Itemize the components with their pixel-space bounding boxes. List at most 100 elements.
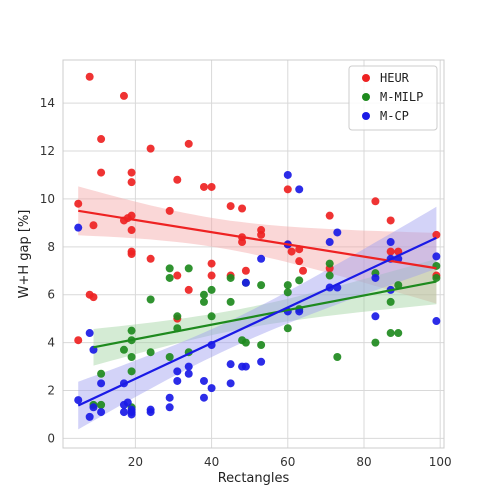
data-point xyxy=(184,285,193,294)
data-point xyxy=(173,271,182,280)
data-point xyxy=(199,393,208,402)
y-tick-label: 6 xyxy=(47,288,55,302)
data-point xyxy=(238,238,247,247)
data-point xyxy=(226,360,235,369)
data-point xyxy=(119,91,128,100)
x-tick-label: 60 xyxy=(280,455,295,469)
data-point xyxy=(127,352,136,361)
data-point xyxy=(165,264,174,273)
data-point xyxy=(394,329,403,338)
data-point xyxy=(371,197,380,206)
data-point xyxy=(146,295,155,304)
y-tick-label: 12 xyxy=(40,144,55,158)
data-point xyxy=(386,329,395,338)
legend-box xyxy=(348,65,438,131)
data-point xyxy=(165,393,174,402)
data-point xyxy=(432,317,441,326)
data-point xyxy=(207,182,216,191)
data-point xyxy=(127,326,136,335)
data-point xyxy=(146,408,155,417)
tick-labels: 20 40 60 80 100 0 2 4 6 8 10 12 14 xyxy=(40,96,452,469)
data-point xyxy=(241,266,250,275)
data-point xyxy=(85,412,94,421)
data-point xyxy=(146,254,155,263)
data-point xyxy=(97,369,106,378)
data-point xyxy=(173,175,182,184)
data-point xyxy=(127,410,136,419)
data-point xyxy=(257,357,266,366)
data-point xyxy=(257,254,266,263)
x-tick-label: 100 xyxy=(429,455,452,469)
data-point xyxy=(295,257,304,266)
legend-marker xyxy=(362,74,370,82)
data-point xyxy=(74,223,83,232)
data-point xyxy=(207,384,216,393)
y-tick-label: 2 xyxy=(47,384,55,398)
data-point xyxy=(257,281,266,290)
data-point xyxy=(119,345,128,354)
data-point xyxy=(97,168,106,177)
data-point xyxy=(295,307,304,316)
data-point xyxy=(74,199,83,208)
data-point xyxy=(283,324,292,333)
confidence-bands xyxy=(78,186,437,430)
data-point xyxy=(199,376,208,385)
data-point xyxy=(165,273,174,282)
data-point xyxy=(97,408,106,417)
data-point xyxy=(386,247,395,256)
data-point xyxy=(74,396,83,405)
confidence-band xyxy=(93,258,437,366)
regression-line xyxy=(78,209,437,270)
data-point xyxy=(287,247,296,256)
data-point xyxy=(199,182,208,191)
data-point xyxy=(89,293,98,302)
data-point xyxy=(173,367,182,376)
data-point xyxy=(283,170,292,179)
data-point xyxy=(432,252,441,261)
data-point xyxy=(295,185,304,194)
data-point xyxy=(184,139,193,148)
data-point xyxy=(184,362,193,371)
data-point xyxy=(394,281,403,290)
data-point xyxy=(226,202,235,211)
data-point xyxy=(184,264,193,273)
x-tick-label: 40 xyxy=(204,455,219,469)
data-point xyxy=(85,72,94,81)
legend-label: M-MILP xyxy=(380,90,423,104)
data-point xyxy=(371,312,380,321)
x-axis-label: Rectangles xyxy=(218,471,290,486)
y-tick-label: 4 xyxy=(47,336,55,350)
data-point xyxy=(257,230,266,239)
data-point xyxy=(207,285,216,294)
data-point xyxy=(432,273,441,282)
data-point xyxy=(173,376,182,385)
data-point xyxy=(333,228,342,237)
data-point xyxy=(241,278,250,287)
data-point xyxy=(295,276,304,285)
data-point xyxy=(283,281,292,290)
data-point xyxy=(165,206,174,215)
data-point xyxy=(127,178,136,187)
data-point xyxy=(127,168,136,177)
confidence-band xyxy=(78,186,437,304)
data-point xyxy=(325,259,334,268)
legend-label: M-CP xyxy=(380,109,409,123)
data-point xyxy=(207,271,216,280)
data-point xyxy=(97,379,106,388)
y-tick-label: 8 xyxy=(47,240,55,254)
data-point xyxy=(226,379,235,388)
data-point xyxy=(127,367,136,376)
data-point xyxy=(97,135,106,144)
data-point xyxy=(241,338,250,347)
data-point xyxy=(173,312,182,321)
legend-marker xyxy=(362,93,370,101)
y-tick-label: 10 xyxy=(40,192,55,206)
data-point xyxy=(371,273,380,282)
legend-label: HEUR xyxy=(380,71,410,85)
data-point xyxy=(127,250,136,258)
x-tick-label: 20 xyxy=(128,455,143,469)
data-point xyxy=(123,398,132,407)
regression-lines xyxy=(77,209,437,407)
data-point xyxy=(97,400,106,409)
